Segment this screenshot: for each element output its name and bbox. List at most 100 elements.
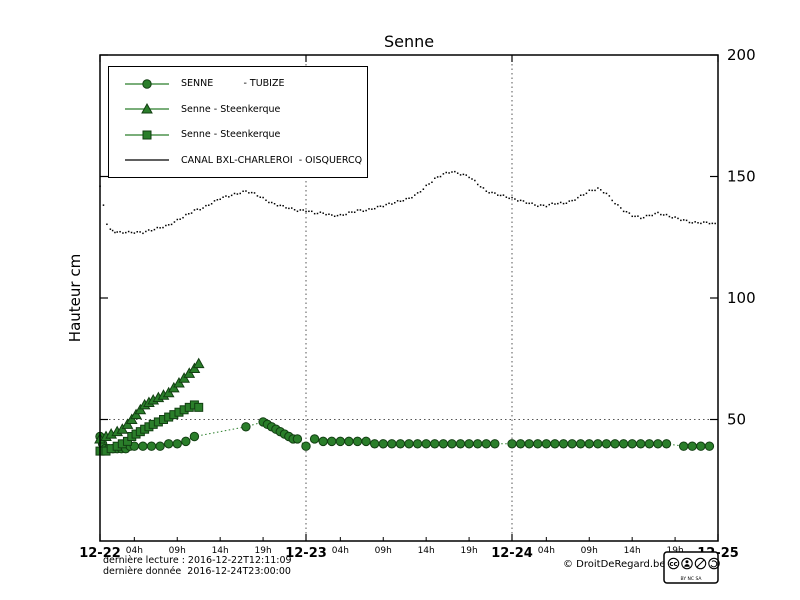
data-point-circle xyxy=(327,436,337,447)
canal-dot xyxy=(270,201,273,204)
canal-dot xyxy=(468,176,470,179)
last-data-text: dernière donnée 2016-12-24T23:00:00 xyxy=(103,566,291,577)
canal-dot xyxy=(577,196,579,199)
canal-dot xyxy=(282,204,284,207)
canal-dot xyxy=(436,176,439,178)
x-minor-tick-label: 19h xyxy=(255,546,272,556)
data-point-circle xyxy=(644,439,655,449)
canal-dot xyxy=(608,195,611,197)
data-point-circle xyxy=(430,439,440,449)
data-point-circle xyxy=(455,439,466,449)
canal-dot xyxy=(499,194,502,197)
canal-dot xyxy=(668,215,671,218)
canal-dot xyxy=(276,205,279,207)
canal-dot xyxy=(199,208,201,211)
canal-dot xyxy=(322,212,324,214)
canal-dot xyxy=(651,214,653,217)
canal-dot xyxy=(694,221,696,223)
canal-dot xyxy=(539,204,542,206)
canal-dot xyxy=(602,191,605,194)
canal-dot xyxy=(614,202,616,205)
canal-dot xyxy=(259,196,262,198)
canal-dot xyxy=(116,231,118,233)
canal-dot xyxy=(179,218,181,220)
canal-dot xyxy=(379,205,382,207)
canal-dot xyxy=(219,198,221,201)
circle-marker-icon xyxy=(125,79,169,89)
data-point-circle xyxy=(507,439,517,449)
canal-dot xyxy=(511,196,513,199)
canal-dot xyxy=(476,183,479,186)
canal-dot xyxy=(308,210,310,213)
data-point-circle xyxy=(610,439,620,449)
canal-dot xyxy=(657,211,659,214)
data-point-circle xyxy=(292,434,303,444)
canal-dot xyxy=(122,232,124,234)
data-point-circle xyxy=(421,439,431,449)
data-point-circle xyxy=(163,439,174,449)
data-point-circle xyxy=(412,439,423,449)
canal-dot xyxy=(416,192,419,194)
canal-dot xyxy=(368,208,370,210)
data-point-circle xyxy=(558,439,569,449)
canal-dot xyxy=(677,217,679,220)
data-point-triangle xyxy=(141,103,153,114)
canal-dot xyxy=(190,212,193,214)
canal-dot xyxy=(445,171,447,174)
canal-dot xyxy=(665,213,668,216)
canal-dot xyxy=(273,202,276,205)
data-point-circle xyxy=(550,439,560,449)
cc-license-badge[interactable]: cc BY NC SA xyxy=(663,551,720,584)
canal-dot xyxy=(465,174,468,176)
canal-dot xyxy=(491,191,493,194)
canal-dot xyxy=(385,203,387,206)
canal-dot xyxy=(391,203,393,205)
data-point-circle xyxy=(404,439,414,449)
canal-dot xyxy=(654,212,656,215)
canal-dot xyxy=(388,202,390,205)
data-point-circle xyxy=(593,439,603,449)
canal-dot xyxy=(662,214,665,216)
canal-dot xyxy=(534,204,536,206)
canal-dot xyxy=(562,202,565,205)
canal-dot xyxy=(162,226,164,229)
data-point-circle xyxy=(301,441,311,451)
canal-dot xyxy=(680,219,682,222)
canal-dot xyxy=(325,213,327,216)
canal-dot xyxy=(114,231,116,234)
cc-nc-icon xyxy=(694,557,707,570)
data-point-circle xyxy=(241,422,251,432)
data-point-circle xyxy=(678,441,689,451)
canal-dot xyxy=(311,210,313,213)
canal-dot xyxy=(485,190,488,192)
canal-dot xyxy=(471,178,473,180)
data-point-circle xyxy=(533,439,543,449)
canal-dot xyxy=(640,217,642,220)
canal-dot xyxy=(170,223,173,226)
canal-dot xyxy=(202,207,204,209)
data-point-triangle xyxy=(192,357,205,369)
canal-dot xyxy=(508,197,510,200)
canal-dot xyxy=(139,231,141,233)
canal-dot xyxy=(565,202,568,205)
canal-dot xyxy=(210,203,213,205)
x-minor-tick-label: 19h xyxy=(667,546,684,556)
data-point-circle xyxy=(344,436,354,447)
canal-dot xyxy=(239,192,241,195)
data-point-circle xyxy=(575,439,586,449)
x-minor-tick-label: 04h xyxy=(126,546,143,556)
x-minor-tick-label: 09h xyxy=(581,546,598,556)
data-point-circle xyxy=(704,441,715,451)
data-point-circle xyxy=(618,439,629,449)
copyright-text: © DroitDeRegard.be xyxy=(563,559,666,570)
canal-dot xyxy=(150,229,153,232)
canal-dot xyxy=(645,214,648,217)
canal-dot xyxy=(434,177,436,179)
data-point-circle xyxy=(146,441,157,451)
canal-dot xyxy=(305,210,307,213)
canal-dot xyxy=(691,222,694,224)
cc-logo-icon xyxy=(667,557,680,570)
canal-dot xyxy=(296,210,299,213)
data-point-circle xyxy=(627,439,637,449)
canal-dot xyxy=(185,213,187,216)
